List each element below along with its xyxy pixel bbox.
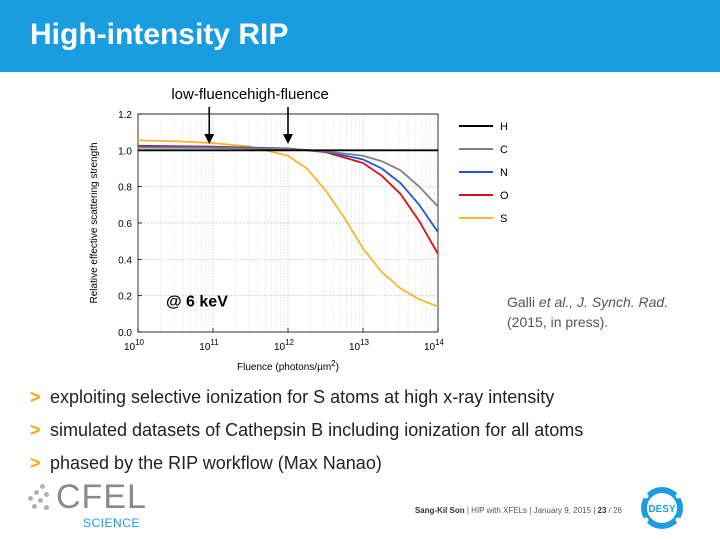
x-tick-label: 1014 — [424, 338, 445, 353]
footer-author: Sang-Kil Son — [414, 506, 465, 515]
title-bar — [0, 0, 720, 72]
arrow-high-head-icon — [283, 134, 293, 144]
slide-title: High-intensity RIP — [30, 18, 289, 51]
annotation-low-fluence: low-fluence — [171, 86, 247, 103]
bullet-text: phased by the RIP workflow (Max Nanao) — [50, 453, 382, 473]
footer-separator: | — [529, 506, 532, 515]
logo-dots-icon — [28, 484, 56, 512]
bullet-text: exploiting selective ionization for S at… — [50, 387, 555, 407]
citation-authors: Galli — [507, 294, 539, 310]
slide-footer: Sang-Kil Son | HIP with XFELs | January … — [415, 506, 622, 515]
logo-wordmark: CFEL — [56, 478, 147, 516]
desy-logo-icon: DESY — [641, 487, 683, 529]
y-tick-label: 0.0 — [118, 328, 132, 339]
x-tick-label: 1010 — [124, 338, 145, 353]
y-tick-label: 0.4 — [118, 255, 132, 266]
desy-wordmark: DESY — [648, 504, 676, 515]
legend-label-n: N — [500, 167, 508, 179]
x-axis-label: Fluence (photons/μm2) — [237, 359, 339, 373]
legend-label-c: C — [500, 144, 508, 156]
logo-subtext: SCIENCE — [83, 516, 140, 530]
footer-total: / 26 — [608, 506, 622, 515]
footer-talk: HIP with XFELs — [471, 506, 528, 515]
bullet-marker: > — [30, 420, 41, 440]
legend-label-h: H — [500, 121, 508, 133]
legend-label-s: S — [500, 213, 507, 225]
bullet-text: simulated datasets of Cathepsin B includ… — [50, 420, 584, 440]
annotation-high-fluence: high-fluence — [247, 86, 329, 103]
legend-label-o: O — [500, 190, 509, 202]
footer-page: 23 — [597, 506, 607, 515]
x-tick-label: 1013 — [349, 338, 370, 353]
x-tick-label: 1012 — [274, 338, 295, 353]
series-line-s — [137, 139, 439, 308]
citation-journal: et al., J. Synch. Rad. — [538, 294, 669, 310]
footer-separator: | — [593, 506, 596, 515]
y-tick-label: 0.8 — [118, 183, 132, 194]
y-tick-label: 0.6 — [118, 219, 132, 230]
arrow-low-head-icon — [204, 134, 215, 144]
footer-separator: | — [466, 506, 469, 515]
bullet-marker: > — [30, 387, 41, 407]
cfel-logo: CFEL SCIENCE — [28, 478, 146, 530]
x-tick-label: 1011 — [199, 338, 219, 353]
y-tick-label: 1.0 — [118, 146, 132, 157]
y-axis-label: Relative effective scattering strength — [89, 142, 100, 303]
citation-year: (2015, in press). — [507, 314, 609, 330]
y-tick-label: 0.2 — [118, 292, 132, 303]
citation: Galli et al., J. Synch. Rad. (2015, in p… — [507, 292, 668, 332]
footer-date: January 9, 2015 — [533, 506, 591, 515]
energy-label: @ 6 keV — [166, 294, 228, 311]
series-line-c — [137, 146, 439, 208]
bullet-marker: > — [30, 453, 41, 473]
y-tick-label: 1.2 — [118, 110, 132, 121]
